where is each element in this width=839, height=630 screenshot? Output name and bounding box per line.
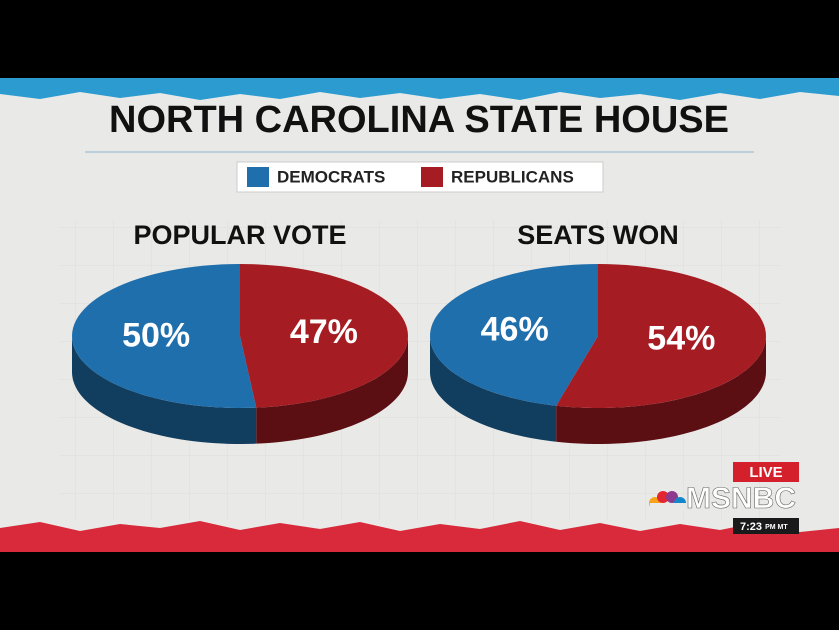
time-box [733, 518, 799, 534]
pie-title: POPULAR VOTE [133, 220, 346, 250]
legend-swatch [247, 167, 269, 187]
pies: POPULAR VOTE 50% 47% SEATS WON 46% 54% [72, 220, 766, 444]
live-badge [733, 462, 799, 482]
legend: DEMOCRATS REPUBLICANS [247, 167, 574, 187]
pie-value-label: 54% [647, 319, 715, 357]
time-suffix: PM MT [765, 524, 788, 531]
pie-slice-side [72, 336, 257, 444]
pie-slice [556, 264, 766, 408]
pie-slice-side [256, 336, 408, 444]
legend-label: DEMOCRATS [277, 167, 385, 186]
pie-slice [72, 264, 257, 408]
time-text: 7:23 PM MT [740, 521, 788, 533]
legend-swatch [421, 167, 443, 187]
pie-slice [240, 264, 408, 408]
legend-label: REPUBLICANS [451, 167, 574, 186]
time: 7:23 [740, 521, 762, 533]
pie-slice [430, 264, 598, 406]
pie-value-label: 50% [122, 317, 190, 355]
torn-strip-top [0, 78, 839, 100]
pie-slice-side [430, 336, 557, 442]
pie-title: SEATS WON [517, 220, 679, 250]
pie-value-label: 47% [290, 313, 358, 351]
pie-slice-side [556, 336, 766, 444]
peacock-logo [649, 491, 686, 511]
network-logo: MSNBC [686, 482, 796, 515]
legend-box [236, 161, 604, 193]
live-text: LIVE [749, 464, 782, 481]
title: NORTH CAROLINA STATE HOUSE [109, 99, 729, 141]
torn-strip-bottom [0, 521, 839, 552]
pie-value-label: 46% [481, 310, 549, 348]
